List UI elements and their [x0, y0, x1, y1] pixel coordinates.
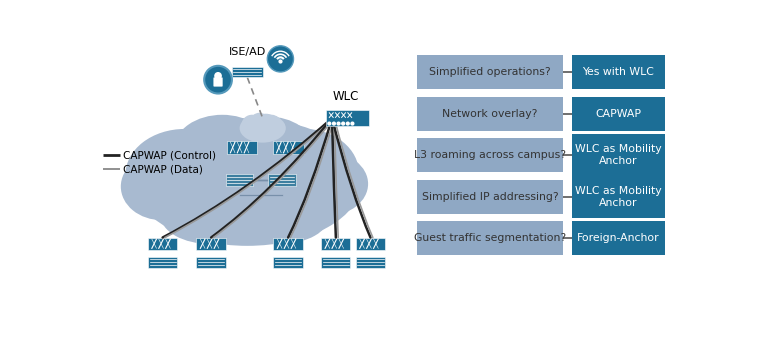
FancyBboxPatch shape — [273, 141, 303, 155]
Circle shape — [337, 122, 340, 125]
Ellipse shape — [229, 187, 329, 244]
FancyBboxPatch shape — [356, 237, 385, 250]
Text: Network overlay?: Network overlay? — [442, 109, 537, 119]
FancyBboxPatch shape — [226, 141, 258, 155]
Ellipse shape — [133, 118, 361, 246]
FancyBboxPatch shape — [322, 257, 351, 268]
Circle shape — [328, 122, 331, 125]
FancyBboxPatch shape — [226, 174, 254, 185]
Ellipse shape — [121, 153, 203, 220]
FancyBboxPatch shape — [572, 55, 664, 89]
Circle shape — [204, 66, 232, 94]
Ellipse shape — [223, 116, 313, 180]
Ellipse shape — [240, 121, 255, 135]
FancyBboxPatch shape — [417, 55, 563, 89]
FancyBboxPatch shape — [572, 221, 664, 255]
Text: Guest traffic segmentation?: Guest traffic segmentation? — [414, 233, 566, 243]
FancyBboxPatch shape — [326, 110, 369, 126]
Text: WLC: WLC — [333, 90, 359, 103]
FancyBboxPatch shape — [572, 134, 664, 177]
Text: L3 roaming across campus?: L3 roaming across campus? — [414, 150, 566, 160]
Text: CAPWAP (Data): CAPWAP (Data) — [123, 164, 203, 174]
FancyBboxPatch shape — [417, 221, 563, 255]
Text: WLC as Mobility
Anchor: WLC as Mobility Anchor — [575, 186, 661, 208]
FancyBboxPatch shape — [417, 96, 563, 131]
Text: WLC as Mobility
Anchor: WLC as Mobility Anchor — [575, 144, 661, 166]
FancyBboxPatch shape — [417, 180, 563, 214]
Ellipse shape — [286, 152, 368, 216]
Text: Simplified IP addressing?: Simplified IP addressing? — [421, 192, 559, 202]
Ellipse shape — [250, 129, 359, 218]
FancyBboxPatch shape — [274, 237, 303, 250]
FancyBboxPatch shape — [322, 237, 351, 250]
Circle shape — [267, 46, 293, 72]
FancyBboxPatch shape — [213, 77, 223, 87]
Text: Simplified operations?: Simplified operations? — [429, 67, 551, 77]
Circle shape — [351, 122, 354, 125]
Circle shape — [347, 122, 349, 125]
FancyBboxPatch shape — [356, 257, 385, 268]
FancyBboxPatch shape — [274, 257, 303, 268]
Ellipse shape — [259, 114, 274, 127]
Circle shape — [342, 122, 344, 125]
FancyBboxPatch shape — [148, 237, 178, 250]
Ellipse shape — [271, 121, 284, 134]
FancyBboxPatch shape — [572, 96, 664, 131]
FancyBboxPatch shape — [572, 175, 664, 218]
Text: Foreign-Anchor: Foreign-Anchor — [577, 233, 660, 243]
Ellipse shape — [242, 115, 263, 135]
Ellipse shape — [251, 113, 267, 127]
FancyBboxPatch shape — [197, 237, 226, 250]
Circle shape — [332, 122, 335, 125]
Text: Yes with WLC: Yes with WLC — [582, 67, 655, 77]
Ellipse shape — [239, 114, 286, 143]
FancyBboxPatch shape — [268, 174, 296, 185]
FancyBboxPatch shape — [417, 138, 563, 172]
FancyBboxPatch shape — [232, 67, 263, 77]
FancyBboxPatch shape — [148, 257, 178, 268]
Text: CAPWAP (Control): CAPWAP (Control) — [123, 150, 216, 160]
Ellipse shape — [161, 187, 261, 244]
Circle shape — [214, 72, 222, 80]
Ellipse shape — [126, 129, 244, 221]
FancyBboxPatch shape — [197, 257, 226, 268]
Text: CAPWAP: CAPWAP — [595, 109, 642, 119]
Ellipse shape — [261, 115, 281, 133]
Ellipse shape — [174, 115, 270, 182]
Text: ISE/AD: ISE/AD — [229, 47, 266, 57]
